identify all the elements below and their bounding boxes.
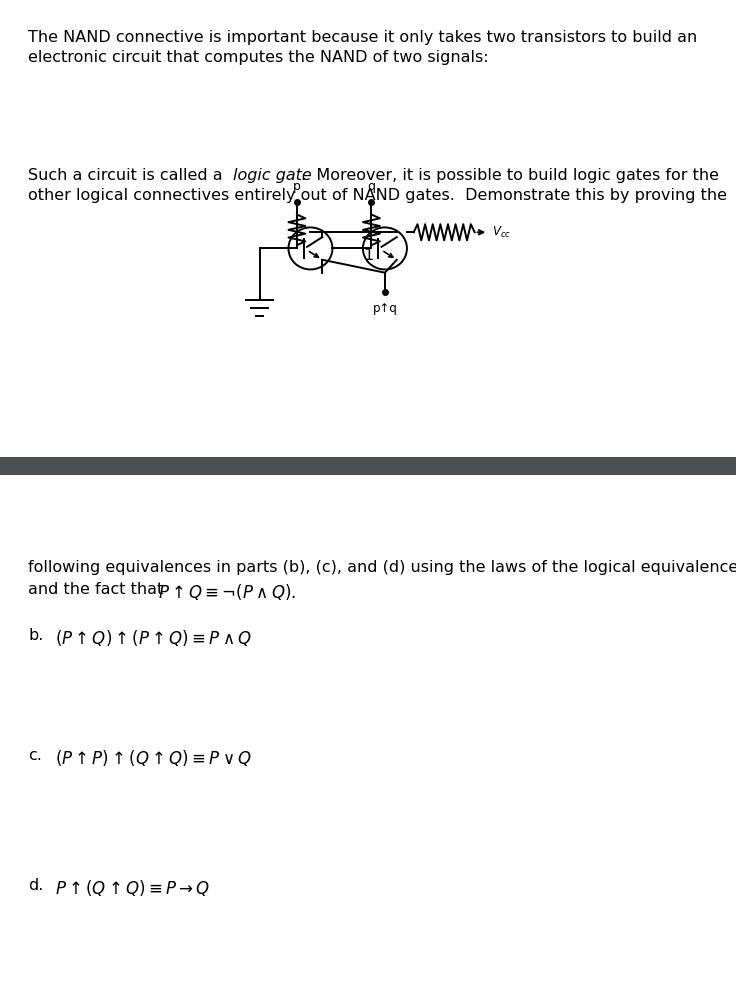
Text: $(P \uparrow Q) \uparrow (P \uparrow Q) \equiv P \wedge Q$: $(P \uparrow Q) \uparrow (P \uparrow Q) … — [55, 628, 252, 648]
Text: d.: d. — [28, 878, 43, 893]
Text: other logical connectives entirely out of NAND gates.  Demonstrate this by provi: other logical connectives entirely out o… — [28, 188, 727, 203]
Text: b.: b. — [28, 628, 43, 643]
Text: $(P \uparrow P) \uparrow (Q \uparrow Q) \equiv P \vee Q$: $(P \uparrow P) \uparrow (Q \uparrow Q) … — [55, 748, 252, 768]
Text: q: q — [367, 181, 375, 194]
Text: p: p — [293, 181, 301, 194]
Text: $V_{cc}$: $V_{cc}$ — [492, 224, 511, 240]
Text: $P \uparrow Q \equiv \neg(P \wedge Q)$.: $P \uparrow Q \equiv \neg(P \wedge Q)$. — [158, 582, 296, 602]
Text: $P \uparrow (Q \uparrow Q) \equiv P \rightarrow Q$: $P \uparrow (Q \uparrow Q) \equiv P \rig… — [55, 878, 210, 898]
Text: following equivalences in parts (b), (c), and (d) using the laws of the logical : following equivalences in parts (b), (c)… — [28, 560, 736, 575]
Text: 1: 1 — [363, 248, 373, 263]
Text: c.: c. — [28, 748, 42, 763]
Text: Such a circuit is called a: Such a circuit is called a — [28, 168, 227, 183]
Text: logic gate: logic gate — [233, 168, 312, 183]
Text: .  Moreover, it is possible to build logic gates for the: . Moreover, it is possible to build logi… — [301, 168, 719, 183]
Text: electronic circuit that computes the NAND of two signals:: electronic circuit that computes the NAN… — [28, 50, 489, 65]
Text: p↑q: p↑q — [372, 301, 397, 315]
Text: The NAND connective is important because it only takes two transistors to build : The NAND connective is important because… — [28, 30, 697, 45]
Bar — [0, 457, 736, 475]
Text: and the fact that: and the fact that — [28, 582, 169, 597]
